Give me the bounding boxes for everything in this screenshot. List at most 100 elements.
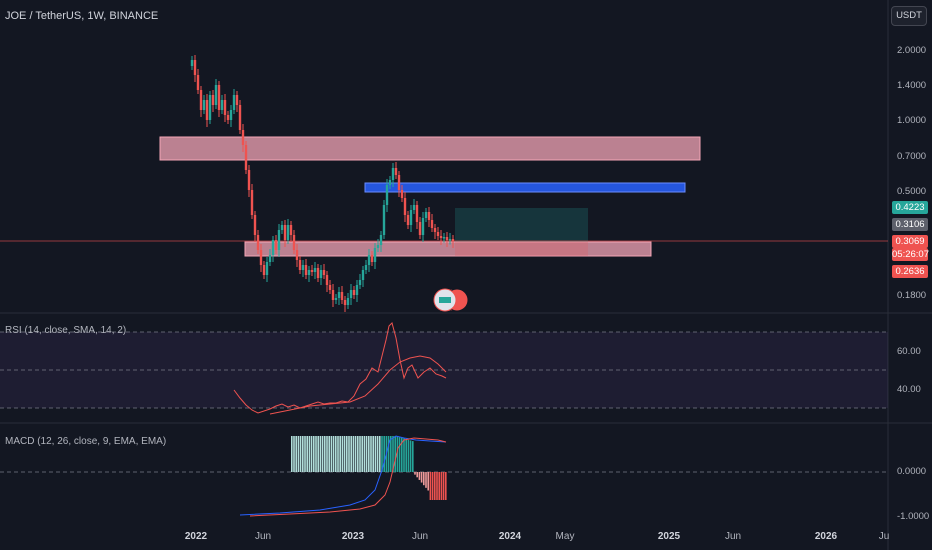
candle: [361, 270, 365, 280]
candle: [262, 265, 266, 275]
macd-histogram-bar: [350, 436, 352, 472]
macd-histogram-bar: [418, 472, 421, 480]
rsi-axis-label: 40.00: [897, 384, 921, 395]
symbol-title[interactable]: JOE / TetherUS, 1W, BINANCE: [5, 10, 159, 22]
macd-axis-label: -1.0000: [897, 511, 930, 522]
candle: [283, 225, 287, 240]
macd-histogram-bar: [412, 441, 414, 472]
candle: [214, 85, 218, 105]
macd-histogram-bar: [407, 439, 410, 472]
macd-histogram-bar: [346, 436, 348, 472]
candle: [439, 236, 443, 238]
candle: [241, 130, 245, 145]
candle: [247, 170, 251, 190]
candle: [325, 275, 329, 285]
candle: [376, 245, 380, 248]
macd-histogram-bar: [427, 472, 429, 491]
candle: [253, 215, 257, 235]
macd-histogram-bar: [383, 436, 385, 472]
candle: [394, 168, 398, 175]
macd-histogram-bar: [308, 436, 311, 472]
macd-histogram-bar: [401, 437, 403, 472]
price-tag: 0.4223: [892, 201, 928, 214]
candle: [397, 175, 401, 190]
resistance-zone-upper[interactable]: [159, 136, 701, 161]
candle: [298, 260, 302, 270]
candle: [448, 239, 452, 241]
candle: [304, 265, 308, 275]
time-label: Jun: [254, 531, 272, 542]
candle: [382, 205, 386, 235]
candle: [352, 290, 356, 295]
macd-histogram-bar: [440, 472, 443, 500]
macd-histogram-bar: [396, 436, 399, 472]
candle: [322, 270, 326, 275]
currency-button[interactable]: USDT: [891, 6, 927, 26]
time-label: Ju: [878, 531, 890, 542]
candle: [331, 290, 335, 300]
candle: [250, 190, 254, 215]
macd-histogram-bar: [302, 436, 304, 472]
candle: [424, 212, 428, 218]
candle: [367, 255, 371, 265]
macd-line[interactable]: [239, 435, 447, 516]
macd-histogram-bar: [339, 436, 341, 472]
candle: [379, 235, 383, 245]
price-label: 1.4000: [897, 80, 927, 91]
rsi-line[interactable]: [233, 322, 447, 414]
candle: [271, 240, 275, 255]
candle: [280, 225, 284, 230]
candle: [451, 239, 455, 241]
long-position-stop[interactable]: [455, 242, 588, 256]
rsi-ma-line[interactable]: [269, 355, 447, 415]
macd-histogram-bar: [354, 436, 357, 472]
macd-histogram-bar: [357, 436, 359, 472]
time-label: 2022: [184, 531, 208, 542]
time-label: 2025: [657, 531, 681, 542]
candle: [409, 210, 413, 225]
candle: [445, 237, 449, 240]
candle: [427, 212, 431, 220]
candle: [265, 262, 269, 275]
candle: [307, 270, 311, 275]
macd-histogram-bar: [297, 436, 300, 472]
candle: [229, 110, 233, 120]
macd-histogram-bar: [387, 436, 390, 472]
macd-pane-label[interactable]: MACD (12, 26, close, 9, EMA, EMA): [5, 436, 167, 447]
macd-histogram-bar: [442, 472, 445, 500]
rsi-pane-label[interactable]: RSI (14, close, SMA, 14, 2): [5, 325, 127, 336]
resistance-zone-blue[interactable]: [364, 182, 686, 193]
countdown-tag: 05:26:07: [892, 248, 929, 261]
candle: [268, 255, 272, 262]
candles-group: [190, 55, 455, 312]
macd-histogram-bar: [291, 436, 293, 472]
candle: [370, 255, 374, 262]
macd-histogram-bar: [310, 436, 313, 472]
candle: [310, 270, 314, 272]
candle: [355, 285, 359, 295]
macd-histogram-bar: [328, 436, 330, 472]
candle: [436, 232, 440, 236]
macd-histogram-bar: [398, 437, 401, 472]
macd-histogram-bar: [319, 436, 322, 472]
signal-line[interactable]: [249, 437, 447, 517]
macd-histogram-bar: [390, 436, 392, 472]
macd-histogram-bar: [420, 472, 423, 483]
event-marker-icon[interactable]: [433, 288, 469, 312]
price-tag: 0.2636: [892, 265, 928, 278]
macd-histogram-bar: [324, 436, 326, 472]
candle: [337, 292, 341, 298]
macd-histogram-bar: [445, 472, 447, 500]
long-position-target[interactable]: [455, 208, 588, 242]
macd-axis-label: 0.0000: [897, 466, 927, 477]
candle: [196, 75, 200, 90]
candle: [289, 225, 293, 235]
macd-histogram-bar: [326, 436, 328, 472]
support-zone-lower[interactable]: [244, 241, 652, 257]
macd-histogram-bar: [376, 436, 379, 472]
candle: [259, 250, 263, 265]
candle: [223, 100, 227, 115]
macd-histogram-bar: [409, 440, 412, 472]
candle: [433, 228, 437, 232]
